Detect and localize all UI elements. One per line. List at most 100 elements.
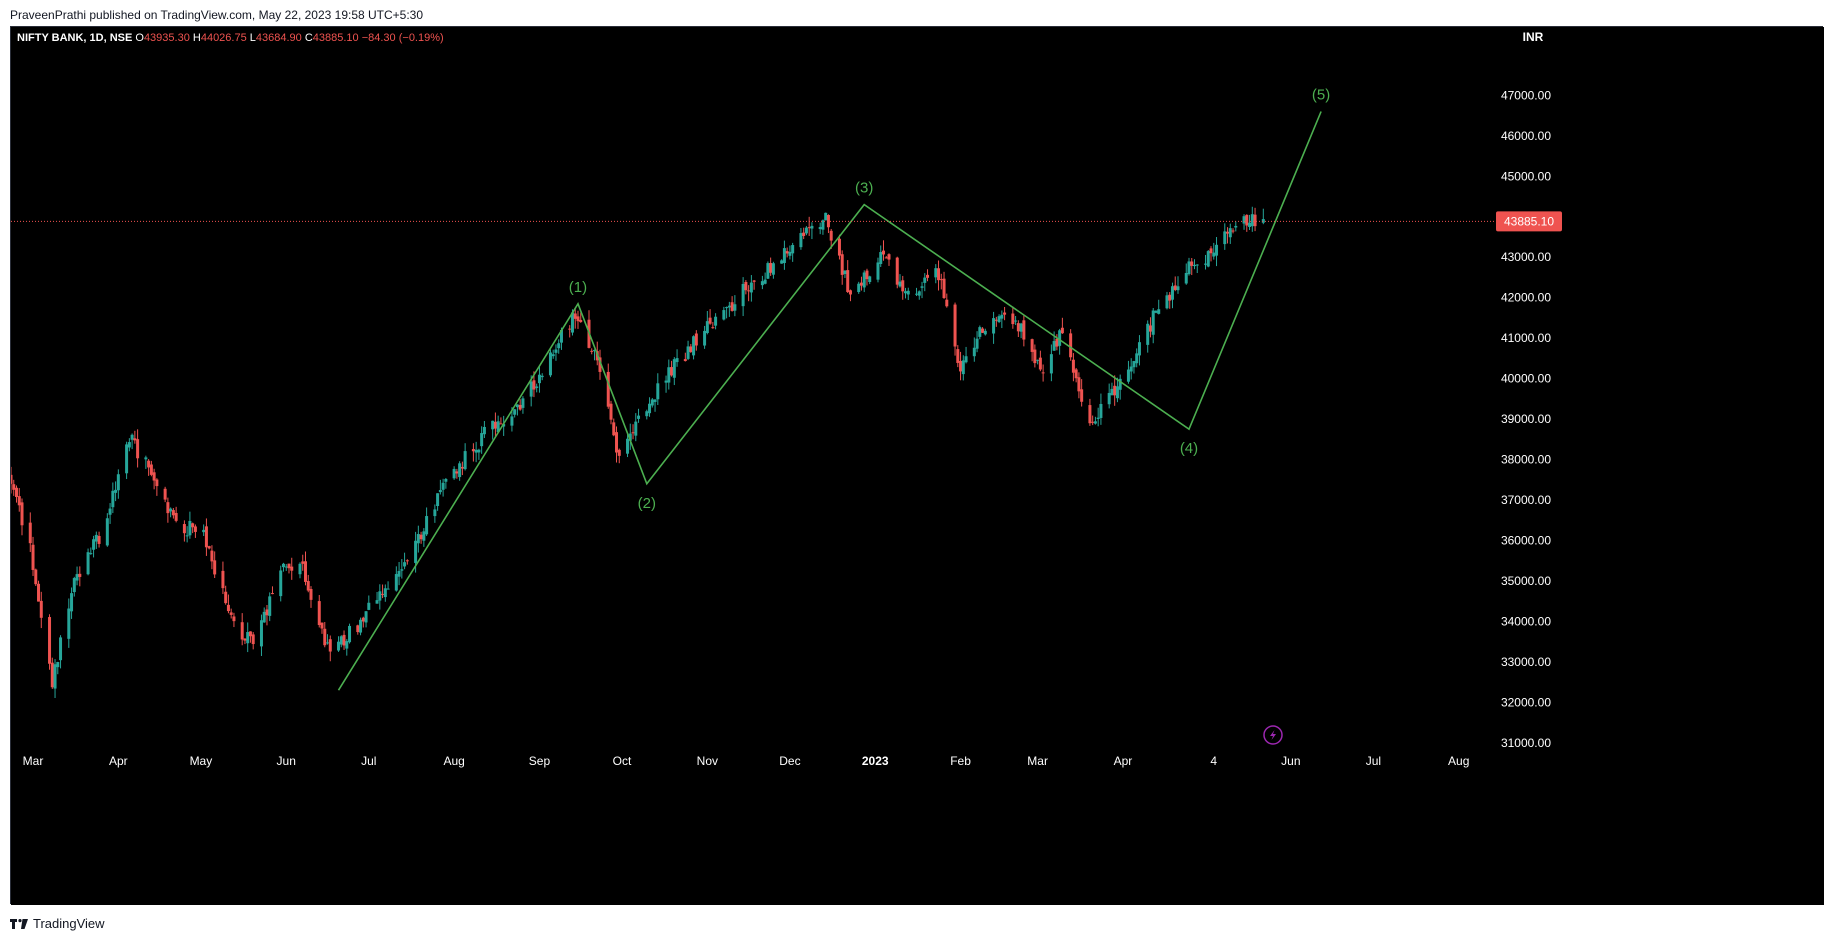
candle xyxy=(656,373,660,406)
candle-body xyxy=(193,526,197,532)
candle-body xyxy=(89,553,93,555)
candle xyxy=(441,478,445,497)
candle-body xyxy=(493,421,497,429)
candle xyxy=(747,285,751,302)
y-tick-label: 35000.00 xyxy=(1501,574,1551,588)
candle xyxy=(458,461,462,481)
candle xyxy=(323,621,327,648)
candle xyxy=(606,363,610,409)
candle xyxy=(1154,310,1158,314)
y-tick-label: 36000.00 xyxy=(1501,534,1551,548)
y-tick-label: 42000.00 xyxy=(1501,291,1551,305)
candle-body xyxy=(37,583,41,602)
candle-body xyxy=(328,639,332,652)
candle xyxy=(915,287,919,297)
candle-body xyxy=(1019,323,1023,332)
candle-body xyxy=(725,307,729,309)
candle-body xyxy=(1041,372,1045,374)
candle xyxy=(612,418,616,437)
candle-body xyxy=(848,290,852,295)
candle xyxy=(557,339,561,354)
candle-body xyxy=(741,283,745,307)
candle-body xyxy=(515,404,519,408)
candle xyxy=(1091,415,1095,426)
candle xyxy=(1165,291,1169,310)
price-chart[interactable]: (1) (2) (3) (4) (5) 47000.00 46000.00 45000.00 4… xyxy=(11,27,1824,905)
candle xyxy=(1212,242,1216,260)
wave-label: (4) xyxy=(1180,440,1198,457)
candle xyxy=(182,520,186,542)
candle xyxy=(686,340,690,361)
candle-body xyxy=(496,421,500,433)
candle-body xyxy=(1003,312,1007,315)
candle xyxy=(361,616,365,628)
candle xyxy=(884,256,888,259)
candle-body xyxy=(1096,417,1100,419)
candle xyxy=(672,357,676,386)
candle-body xyxy=(502,424,506,427)
candle xyxy=(1110,382,1114,396)
candle xyxy=(964,346,968,364)
candle-body xyxy=(155,479,159,487)
candle xyxy=(1019,322,1023,339)
candle-body xyxy=(953,304,957,347)
candle xyxy=(766,261,770,279)
candle xyxy=(1041,364,1045,382)
candle-body xyxy=(771,263,775,275)
candle-body xyxy=(887,254,891,260)
candle xyxy=(634,413,638,442)
candle-body xyxy=(1231,230,1235,232)
candle xyxy=(1038,350,1042,372)
candle xyxy=(898,274,902,288)
wave-label: (1) xyxy=(569,279,587,296)
last-price-badge: 43885.10 xyxy=(1496,211,1562,232)
ohlc-legend: NIFTY BANK, 1D, NSE O43935.30 H44026.75 … xyxy=(17,32,444,44)
candle-body xyxy=(615,432,619,453)
x-tick-label: Aug xyxy=(1448,754,1469,768)
candle-body xyxy=(631,432,635,434)
candle-body xyxy=(532,380,536,390)
candle xyxy=(499,417,503,425)
candle xyxy=(1151,307,1155,344)
candle-body xyxy=(664,380,668,383)
candle xyxy=(1000,310,1004,329)
candle xyxy=(1170,282,1174,309)
candle xyxy=(959,351,963,381)
candle-body xyxy=(1052,341,1056,351)
candle xyxy=(210,545,214,570)
candle xyxy=(1022,315,1026,347)
candle xyxy=(780,259,784,264)
candle-body xyxy=(1049,354,1053,374)
candle-body xyxy=(67,608,71,639)
tradingview-logo[interactable]: TradingView xyxy=(10,916,105,931)
candle-body xyxy=(166,502,170,514)
candle xyxy=(670,360,674,377)
candle-body xyxy=(39,600,43,618)
candle-body xyxy=(521,398,525,408)
candle-body xyxy=(1195,264,1199,266)
lightning-icon[interactable] xyxy=(1263,725,1283,745)
candle-body xyxy=(747,290,751,292)
candle-body xyxy=(1148,325,1152,332)
candle xyxy=(887,253,891,266)
candle-body xyxy=(147,460,151,468)
candle xyxy=(714,313,718,330)
candle xyxy=(579,312,583,323)
candle-body xyxy=(1168,294,1172,301)
chart-panel[interactable]: (1) (2) (3) (4) (5) 47000.00 46000.00 45000.00 4… xyxy=(10,26,1824,905)
candle xyxy=(648,397,652,417)
candle xyxy=(147,459,151,476)
candle xyxy=(1058,328,1062,355)
candle-body xyxy=(207,546,211,549)
candle xyxy=(865,268,869,286)
candle xyxy=(628,423,632,450)
candle-body xyxy=(394,574,398,591)
candle-body xyxy=(551,354,555,357)
candle-body xyxy=(70,593,74,612)
candle-body xyxy=(763,279,767,284)
candle xyxy=(857,281,861,294)
candle-body xyxy=(760,281,764,286)
candle xyxy=(298,562,302,579)
publisher-text: PraveenPrathi published on TradingView.c… xyxy=(10,8,424,22)
candle-body xyxy=(381,593,385,595)
